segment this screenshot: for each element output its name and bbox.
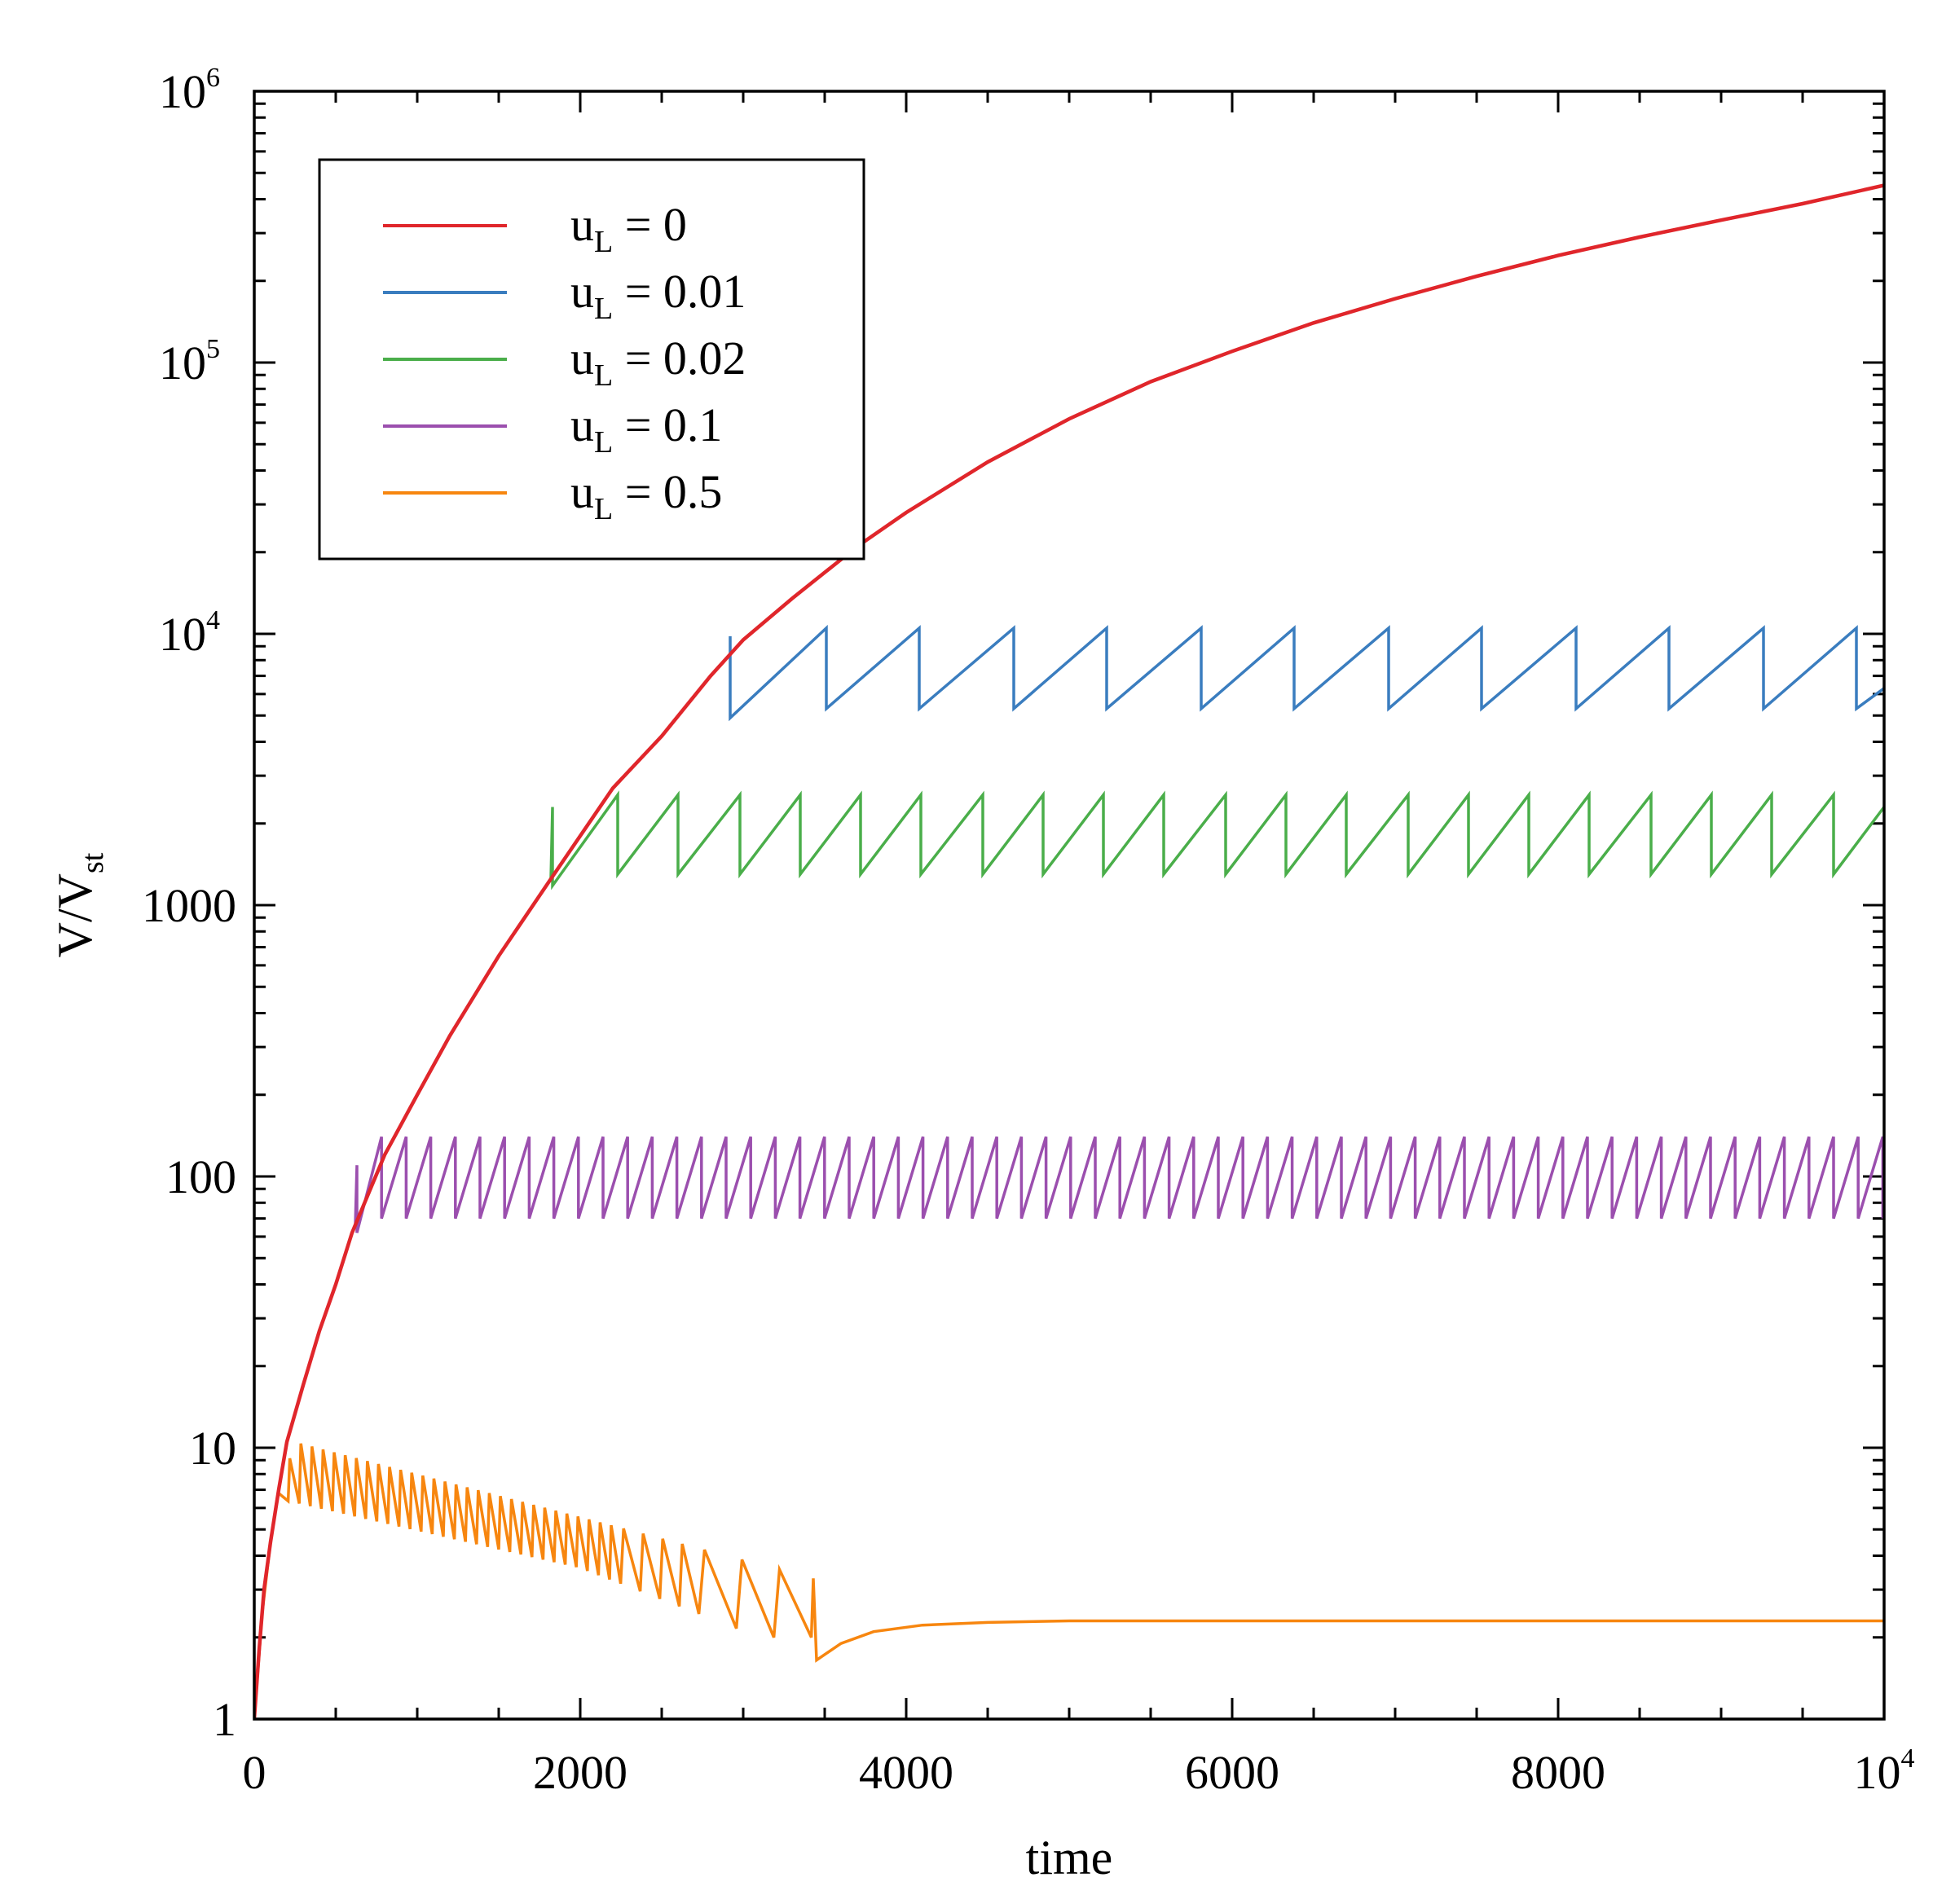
legend-label: uL = 0 — [570, 198, 687, 259]
x-axis-title: time — [1026, 1831, 1113, 1884]
y-axis-title-sub: st — [76, 852, 110, 873]
legend-label: uL = 0.02 — [570, 332, 746, 393]
plot-frame — [253, 90, 1886, 1721]
series-line — [254, 1136, 1884, 1719]
x-tick-label: 6000 — [1185, 1746, 1279, 1799]
x-tick-label: 2000 — [533, 1746, 627, 1799]
x-tick-label: 4000 — [859, 1746, 953, 1799]
x-tick-label: 104 — [1854, 1744, 1915, 1799]
series-line — [254, 1443, 1884, 1719]
svg-text:V/Vst: V/Vst — [48, 852, 110, 957]
x-tick-labels: 0 2000 4000 6000 8000 104 — [243, 1744, 1915, 1799]
y-axis-title-main: V/V — [48, 873, 102, 957]
legend-label: uL = 0.5 — [570, 465, 722, 526]
axis-ticks — [253, 90, 1886, 1721]
series-layer — [254, 183, 1884, 1719]
y-tick-label: 106 — [159, 63, 220, 118]
legend-label: uL = 0.01 — [570, 265, 746, 326]
series-line — [254, 790, 1884, 1719]
y-tick-label: 1000 — [142, 879, 236, 932]
x-tick-label: 0 — [243, 1746, 266, 1799]
y-axis-title: V/Vst — [48, 852, 110, 957]
series-line — [254, 624, 1884, 1719]
y-tick-label: 10 — [189, 1422, 236, 1475]
y-tick-labels: 1 10 100 1000 104 105 106 — [142, 63, 236, 1746]
y-tick-label: 105 — [159, 334, 220, 389]
y-tick-label: 104 — [159, 605, 220, 661]
y-tick-label: 100 — [165, 1150, 236, 1203]
series-line — [254, 183, 1884, 1719]
legend-label: uL = 0.1 — [570, 398, 722, 460]
y-tick-label: 1 — [213, 1693, 236, 1746]
x-tick-label: 8000 — [1511, 1746, 1605, 1799]
